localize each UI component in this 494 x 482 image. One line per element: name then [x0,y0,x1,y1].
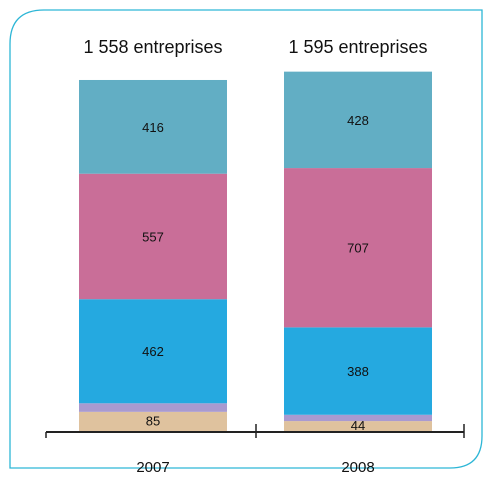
segment-value-label-2008-0: 44 [351,418,365,433]
segment-value-label-2007-2: 462 [142,344,164,359]
bars-layer: 85384625574161 558 entreprises2007442838… [79,37,432,476]
bar-segment-2008-3 [284,168,432,328]
bar-segment-2007-1 [79,403,227,412]
bar-segment-2007-0 [79,411,227,431]
segment-value-label-2008-2: 388 [347,364,369,379]
chart-frame: 85384625574161 558 entreprises2007442838… [6,6,488,482]
bar-segment-2007-4 [79,79,227,174]
frame-border [9,9,483,469]
bar-segment-2008-2 [284,327,432,415]
segment-value-label-2008-3: 707 [347,241,369,256]
chart-svg: 85384625574161 558 entreprises2007442838… [9,9,483,476]
bar-title-2007: 1 558 entreprises [83,37,222,57]
x-tick-label-2007: 2007 [136,459,169,476]
bar-title-2008: 1 595 entreprises [288,37,427,57]
segment-value-label-2008-4: 428 [347,113,369,128]
segment-value-label-2007-0: 85 [146,413,160,428]
bar-segment-2008-4 [284,71,432,169]
bar-segment-2007-3 [79,173,227,300]
bar-segment-2008-1 [284,414,432,422]
x-tick-label-2008: 2008 [341,459,374,476]
bar-segment-2007-2 [79,299,227,404]
segment-value-label-2007-4: 416 [142,120,164,135]
bar-segment-2008-0 [284,421,432,431]
segment-value-label-2007-3: 557 [142,229,164,244]
